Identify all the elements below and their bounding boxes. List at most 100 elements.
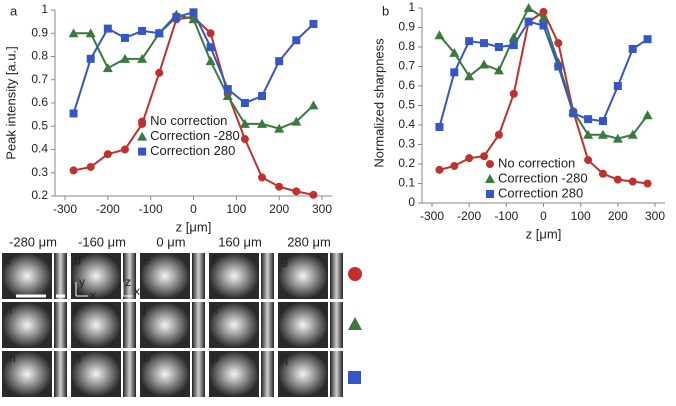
- axis-label: x: [134, 284, 140, 298]
- legend-label: No correction: [498, 155, 575, 170]
- point: [569, 109, 578, 118]
- image-xz: [330, 253, 343, 299]
- panel-letter: q: [281, 350, 288, 365]
- legend-label: Correction 280: [150, 143, 235, 158]
- point: [494, 130, 503, 139]
- legend-label: No correction: [150, 113, 227, 128]
- point: [258, 92, 267, 101]
- y-tick-label: 0.8: [31, 49, 48, 63]
- point: [222, 91, 233, 101]
- point: [119, 53, 130, 63]
- point: [86, 162, 95, 171]
- column-label: -160 μm: [78, 234, 126, 249]
- x-tick-label: 100: [571, 209, 591, 223]
- point: [292, 36, 301, 45]
- point: [584, 156, 593, 165]
- point: [206, 43, 215, 52]
- column-label: 280 μm: [287, 234, 331, 249]
- point: [309, 19, 318, 28]
- image-xy: [278, 302, 328, 348]
- x-tick-label: 100: [226, 202, 246, 216]
- image-xz: [123, 253, 136, 299]
- x-tick-label: 0: [540, 209, 547, 223]
- panel-letter: b: [382, 3, 389, 18]
- point: [449, 47, 460, 57]
- y-tick-label: 0.4: [398, 117, 415, 131]
- point: [465, 154, 474, 163]
- panel-letter: i: [74, 301, 77, 316]
- y-tick-label: 0.6: [398, 78, 415, 92]
- point: [69, 109, 78, 118]
- panel-letter: p: [212, 350, 219, 365]
- point: [69, 166, 78, 175]
- image-xy: [140, 351, 190, 397]
- y-axis-label: Normalized sharpness: [371, 38, 386, 168]
- panel-letter: l: [281, 301, 284, 316]
- point: [120, 145, 129, 154]
- y-tick-label: 0.3: [398, 137, 415, 151]
- image-xz: [192, 253, 205, 299]
- point: [275, 57, 284, 66]
- image-xy: [140, 253, 190, 299]
- point: [257, 118, 268, 128]
- point: [292, 187, 301, 196]
- y-tick-label: 0: [408, 195, 415, 209]
- point: [155, 29, 164, 38]
- point: [628, 177, 637, 186]
- image-xy: [71, 302, 121, 348]
- image-xz: [192, 302, 205, 348]
- column-label: -280 μm: [9, 234, 57, 249]
- image-xy: [71, 351, 121, 397]
- y-tick-label: 0.2: [398, 156, 415, 170]
- axis-glyph: [122, 282, 133, 297]
- point: [554, 62, 563, 71]
- point: [258, 173, 267, 182]
- point: [103, 150, 112, 159]
- point: [479, 59, 490, 69]
- y-tick-label: 0.1: [398, 176, 415, 190]
- point: [274, 123, 285, 133]
- point: [613, 175, 622, 184]
- point: [434, 30, 445, 40]
- point: [188, 14, 199, 24]
- row-marker: [348, 317, 362, 330]
- image-xz: [330, 351, 343, 397]
- image-xz: [54, 351, 67, 397]
- point: [435, 122, 444, 131]
- point: [206, 29, 215, 38]
- point: [628, 44, 637, 53]
- image-xy: [209, 302, 259, 348]
- point: [240, 135, 249, 144]
- x-tick-label: -300: [420, 209, 444, 223]
- point: [240, 99, 249, 107]
- point: [523, 3, 534, 12]
- image-xz: [123, 351, 136, 397]
- point: [68, 28, 79, 38]
- point: [509, 89, 518, 98]
- point: [120, 33, 129, 42]
- x-tick-label: -100: [494, 209, 518, 223]
- point: [223, 85, 232, 94]
- panel-letter: o: [143, 350, 150, 365]
- y-tick-label: 0.7: [398, 59, 415, 73]
- y-tick-label: 0.7: [31, 72, 48, 86]
- point: [480, 152, 489, 161]
- point: [524, 17, 533, 26]
- image-xy: [71, 253, 121, 299]
- point: [86, 54, 95, 63]
- point: [239, 118, 250, 128]
- point: [643, 179, 652, 188]
- image-xy: [209, 253, 259, 299]
- point: [494, 43, 503, 51]
- image-xy: [2, 351, 52, 397]
- panel-letter: n: [74, 350, 81, 365]
- legend-marker: [485, 160, 494, 168]
- point: [509, 41, 518, 50]
- y-tick-label: 1: [41, 2, 48, 16]
- point: [309, 190, 318, 199]
- column-label: 160 μm: [218, 234, 262, 249]
- panel-letter: j: [142, 301, 146, 316]
- image-xz: [261, 253, 274, 299]
